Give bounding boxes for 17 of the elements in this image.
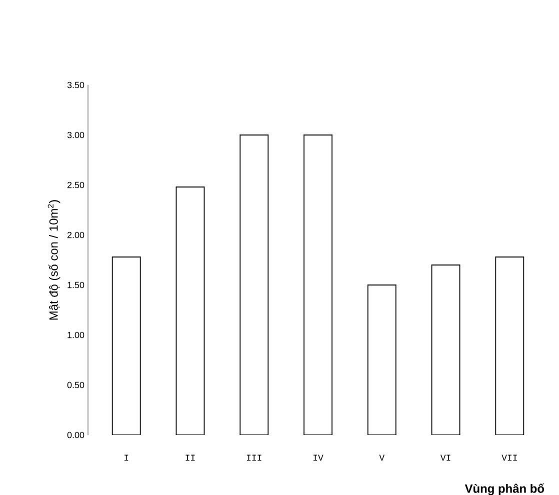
x-tick-label: V — [379, 454, 385, 461]
x-tick-label: VI — [440, 454, 450, 461]
x-tick-label: I — [124, 454, 128, 461]
x-tick-label: II — [186, 454, 195, 461]
x-axis-title: Vùng phân bố — [464, 484, 544, 495]
y-tick-label: 2.50 — [67, 182, 84, 188]
y-tick-label: 3.00 — [67, 132, 84, 138]
y-tick-label: 3.50 — [67, 82, 84, 88]
x-tick-label: III — [246, 454, 262, 461]
y-tick-label: 1.50 — [68, 282, 84, 288]
y-tick-label: 0.50 — [67, 382, 84, 388]
y-tick-label: 0.00 — [67, 432, 84, 438]
y-tick-label: 1.00 — [68, 332, 84, 338]
x-tick-label: IV — [314, 454, 324, 461]
y-axis-title: Mật độ (số con / 10m$^{2}$) — [48, 200, 60, 320]
x-tick-label: VII — [502, 454, 517, 461]
y-tick-label: 2.00 — [67, 232, 84, 238]
